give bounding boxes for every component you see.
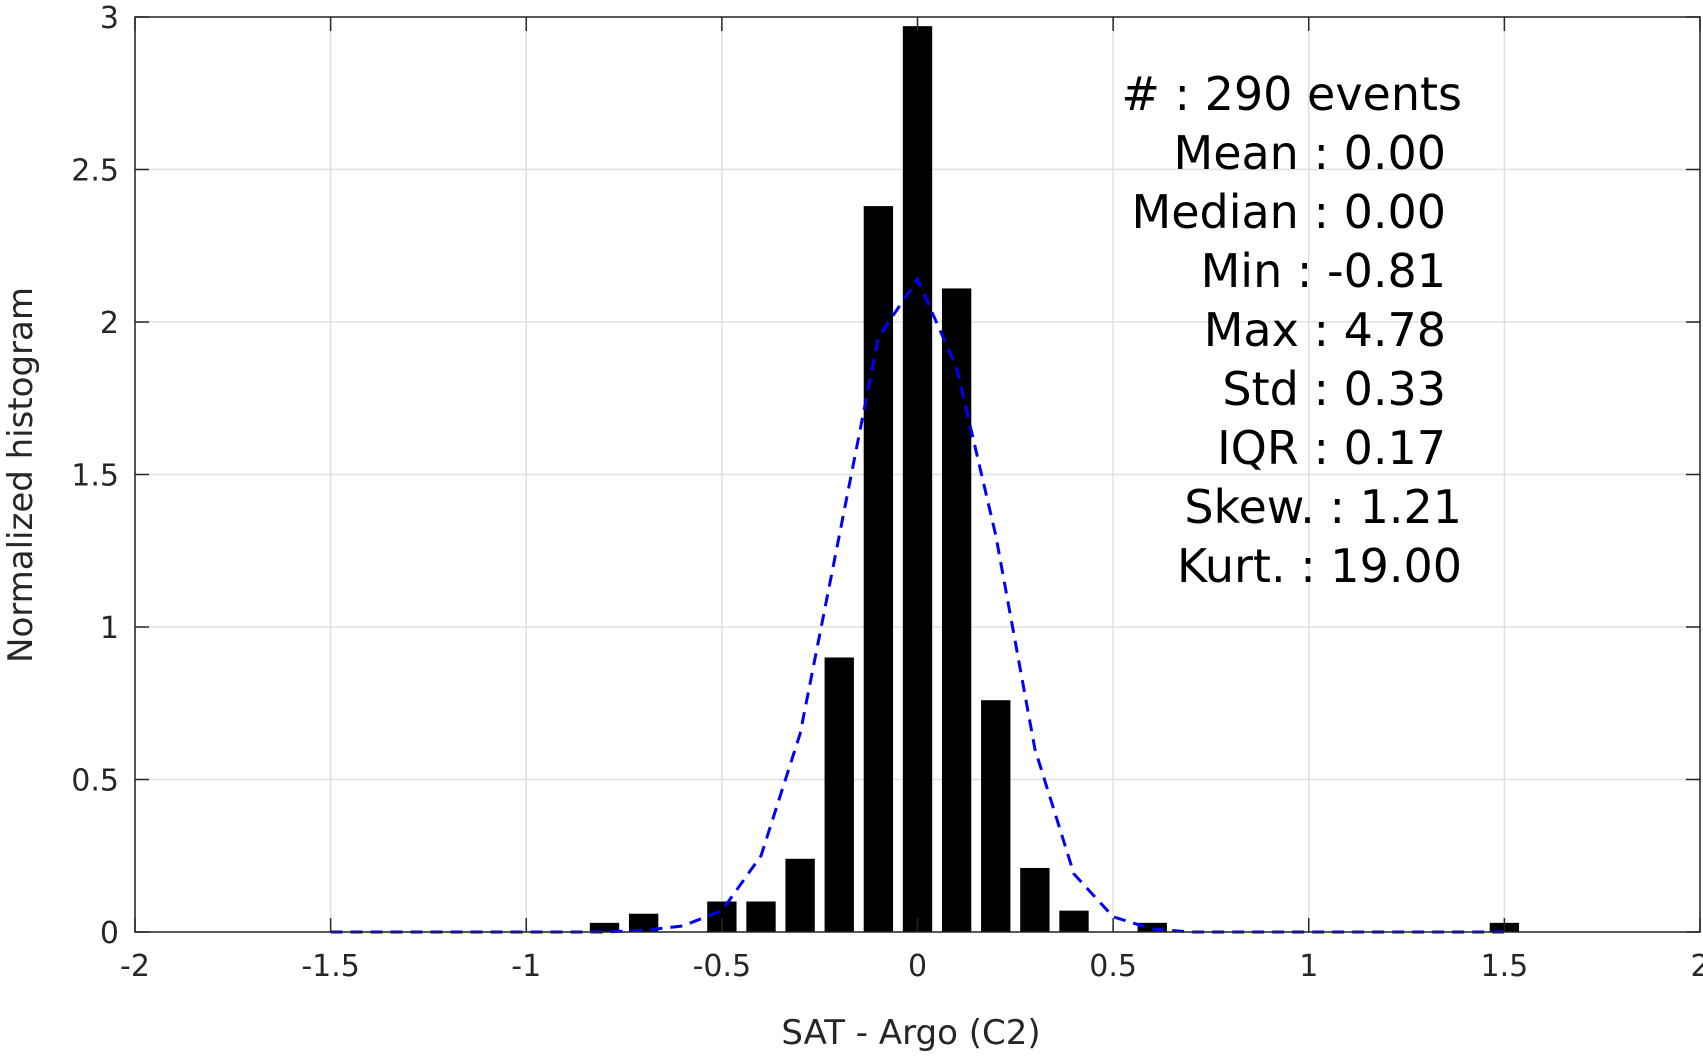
y-tick-label: 0 [100, 916, 119, 951]
y-tick-labels: 0 0.5 1 1.5 2 2.5 3 [71, 1, 119, 951]
histogram-bar [628, 913, 659, 932]
x-tick-label: 0.5 [1089, 949, 1137, 984]
histogram-bar [785, 858, 815, 932]
histogram-bar [746, 901, 776, 932]
y-tick-label: 0.5 [71, 764, 119, 799]
histogram-bar [981, 700, 1011, 932]
histogram-bar [1137, 922, 1167, 932]
x-tick-label: -1 [511, 949, 541, 984]
x-axis-title: SAT - Argo (C2) [781, 1013, 1040, 1053]
y-tick-label: 2.5 [71, 154, 119, 189]
x-tick-label: -0.5 [693, 949, 752, 984]
stats-line: Median : 0.00 [1132, 185, 1446, 239]
x-tick-label: -2 [120, 949, 150, 984]
histogram-bar [863, 206, 894, 933]
stats-line: Mean : 0.00 [1174, 126, 1447, 180]
stats-line: Max : 4.78 [1204, 303, 1446, 357]
stats-line: IQR : 0.17 [1217, 421, 1446, 475]
y-tick-label: 1.5 [71, 459, 119, 494]
histogram-bar [902, 26, 933, 932]
histogram-bar [941, 288, 972, 932]
axis-ticks [134, 16, 1701, 933]
stats-line: Skew. : 1.21 [1184, 480, 1462, 534]
histogram-bar [824, 657, 854, 932]
x-tick-labels: -2 -1.5 -1 -0.5 0 0.5 1 1.5 2 [120, 949, 1703, 984]
x-tick-label: 1.5 [1481, 949, 1529, 984]
histogram-bar [1020, 867, 1050, 932]
fit-curve-line [330, 276, 1505, 934]
y-tick-label: 1 [100, 611, 119, 646]
fit-curve [330, 276, 1505, 934]
histogram-bars [589, 26, 1520, 933]
histogram-bar [1059, 910, 1089, 932]
stats-line: Min : -0.81 [1201, 244, 1446, 298]
stats-line: Kurt. : 19.00 [1177, 539, 1462, 593]
y-axis-title: Normalized histogram [1, 287, 41, 663]
stats-line: # : 290 events [1121, 67, 1462, 121]
y-tick-label: 3 [100, 1, 119, 36]
x-tick-label: 0 [908, 949, 927, 984]
y-tick-label: 2 [100, 306, 119, 341]
x-tick-label: 1 [1299, 949, 1318, 984]
x-tick-label: -1.5 [301, 949, 360, 984]
x-tick-label: 2 [1690, 949, 1703, 984]
stats-line: Std : 0.33 [1222, 362, 1446, 416]
histogram-bar [589, 922, 620, 932]
